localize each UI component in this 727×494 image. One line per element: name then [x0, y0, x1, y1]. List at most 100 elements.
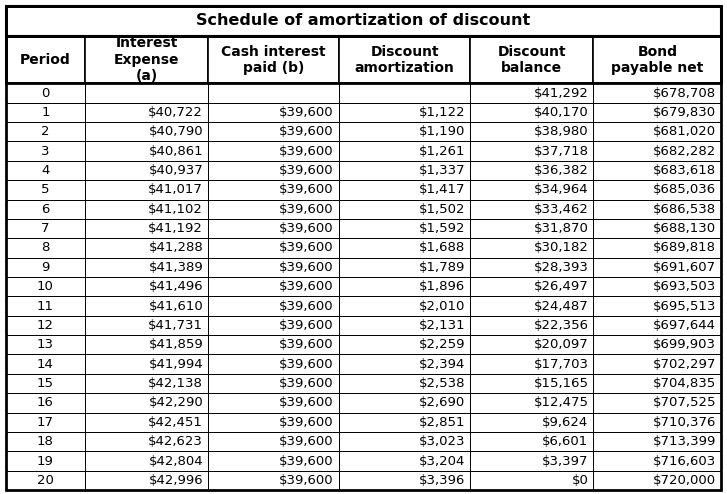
Bar — [340, 277, 470, 296]
Text: $39,600: $39,600 — [279, 358, 334, 370]
Bar — [340, 180, 470, 200]
Text: 17: 17 — [37, 416, 54, 429]
Bar — [340, 122, 470, 141]
Text: $0: $0 — [571, 474, 588, 487]
Text: 5: 5 — [41, 183, 49, 197]
Bar — [208, 200, 340, 219]
Text: $707,525: $707,525 — [653, 396, 716, 410]
Bar — [6, 316, 85, 335]
Bar — [85, 412, 208, 432]
Text: $41,731: $41,731 — [148, 319, 204, 332]
Text: $685,036: $685,036 — [653, 183, 716, 197]
Text: 10: 10 — [37, 280, 54, 293]
Text: $33,462: $33,462 — [534, 203, 588, 216]
Text: $3,023: $3,023 — [419, 435, 465, 448]
Bar — [85, 219, 208, 238]
Text: Interest
Expense
(a): Interest Expense (a) — [114, 37, 180, 83]
Text: $679,830: $679,830 — [653, 106, 716, 119]
Text: $39,600: $39,600 — [279, 454, 334, 467]
Text: 2: 2 — [41, 125, 49, 138]
Text: $37,718: $37,718 — [534, 145, 588, 158]
Text: $2,690: $2,690 — [419, 396, 465, 410]
Bar — [85, 355, 208, 374]
Text: $26,497: $26,497 — [534, 280, 588, 293]
Bar — [6, 412, 85, 432]
Bar — [340, 452, 470, 471]
Text: $41,192: $41,192 — [148, 222, 204, 235]
Text: $693,503: $693,503 — [653, 280, 716, 293]
Bar — [6, 374, 85, 393]
Bar — [208, 296, 340, 316]
Bar — [208, 355, 340, 374]
Bar — [470, 200, 593, 219]
Text: $31,870: $31,870 — [534, 222, 588, 235]
Text: $2,394: $2,394 — [419, 358, 465, 370]
Bar — [6, 393, 85, 412]
Text: $20,097: $20,097 — [534, 338, 588, 351]
Bar — [593, 296, 721, 316]
Text: $38,980: $38,980 — [534, 125, 588, 138]
Bar — [593, 316, 721, 335]
Bar — [470, 219, 593, 238]
Bar — [85, 122, 208, 141]
Text: $689,818: $689,818 — [653, 242, 716, 254]
Text: $683,618: $683,618 — [653, 164, 716, 177]
Bar — [6, 238, 85, 258]
Bar — [85, 296, 208, 316]
Bar — [470, 238, 593, 258]
Text: Schedule of amortization of discount: Schedule of amortization of discount — [196, 13, 531, 29]
Bar — [208, 103, 340, 122]
Text: $39,600: $39,600 — [279, 242, 334, 254]
Bar — [6, 200, 85, 219]
Bar — [470, 296, 593, 316]
Text: $41,288: $41,288 — [148, 242, 204, 254]
Text: $42,138: $42,138 — [148, 377, 204, 390]
Bar — [340, 355, 470, 374]
Text: $691,607: $691,607 — [653, 261, 716, 274]
Bar — [470, 355, 593, 374]
Bar — [6, 471, 85, 490]
Bar — [470, 452, 593, 471]
Bar — [340, 161, 470, 180]
Text: $39,600: $39,600 — [279, 299, 334, 313]
Bar — [6, 6, 721, 36]
Bar — [593, 258, 721, 277]
Bar — [470, 393, 593, 412]
Text: 3: 3 — [41, 145, 49, 158]
Text: $39,600: $39,600 — [279, 416, 334, 429]
Bar — [470, 122, 593, 141]
Text: $716,603: $716,603 — [653, 454, 716, 467]
Bar — [208, 141, 340, 161]
Text: 13: 13 — [37, 338, 54, 351]
Bar — [470, 83, 593, 103]
Bar — [85, 83, 208, 103]
Text: $42,996: $42,996 — [148, 474, 204, 487]
Bar — [85, 316, 208, 335]
Text: $1,502: $1,502 — [419, 203, 465, 216]
Bar — [470, 335, 593, 355]
Text: 20: 20 — [37, 474, 54, 487]
Text: 16: 16 — [37, 396, 54, 410]
Bar — [593, 103, 721, 122]
Bar — [593, 219, 721, 238]
Bar — [593, 83, 721, 103]
Text: $2,131: $2,131 — [419, 319, 465, 332]
Bar — [593, 374, 721, 393]
Bar — [85, 180, 208, 200]
Bar — [593, 161, 721, 180]
Text: $1,190: $1,190 — [419, 125, 465, 138]
Bar — [85, 200, 208, 219]
Bar — [6, 103, 85, 122]
Text: $15,165: $15,165 — [534, 377, 588, 390]
Text: $24,487: $24,487 — [534, 299, 588, 313]
Text: $697,644: $697,644 — [653, 319, 716, 332]
Bar — [6, 122, 85, 141]
Text: $720,000: $720,000 — [653, 474, 716, 487]
Bar — [470, 161, 593, 180]
Text: $1,417: $1,417 — [419, 183, 465, 197]
Text: $39,600: $39,600 — [279, 435, 334, 448]
Text: $704,835: $704,835 — [653, 377, 716, 390]
Bar — [6, 141, 85, 161]
Bar — [593, 200, 721, 219]
Bar — [208, 471, 340, 490]
